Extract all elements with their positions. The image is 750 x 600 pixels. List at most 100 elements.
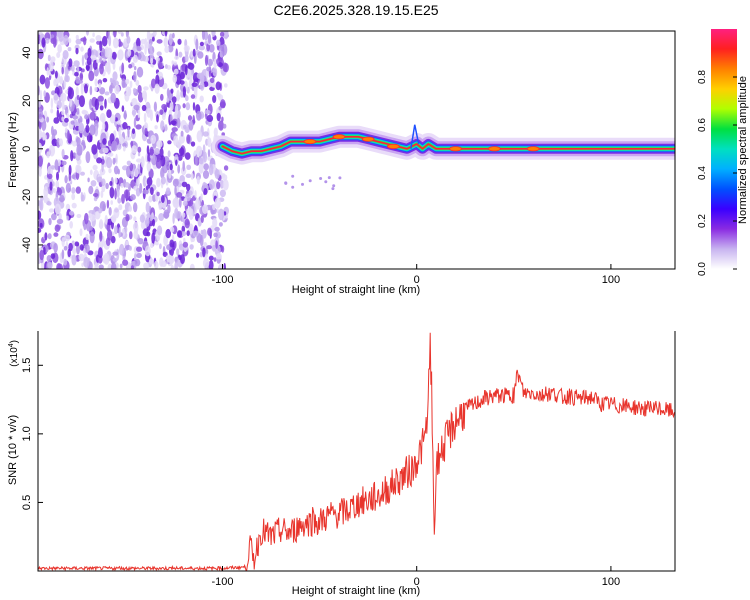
y-tick-label: 40 bbox=[21, 47, 33, 59]
noise-blob bbox=[69, 221, 73, 229]
noise-blob bbox=[149, 242, 154, 249]
noise-blob bbox=[180, 130, 184, 137]
ridge-hotspot bbox=[449, 146, 462, 152]
noise-blob bbox=[146, 161, 151, 172]
noise-blob bbox=[89, 85, 93, 96]
noise-blob bbox=[174, 104, 179, 116]
noise-blob bbox=[173, 61, 178, 66]
scatter-blob bbox=[291, 185, 295, 189]
noise-blob bbox=[51, 213, 57, 221]
noise-blob bbox=[190, 94, 196, 99]
noise-blob bbox=[143, 112, 147, 123]
snr-panel: -100 0 100 0.5 1.0 1.5 Height of straight li… bbox=[7, 331, 676, 597]
noise-blob bbox=[159, 147, 164, 158]
noise-blob bbox=[137, 178, 140, 187]
noise-blob bbox=[199, 41, 204, 47]
noise-blob bbox=[59, 76, 63, 85]
scatter-blob bbox=[338, 176, 342, 180]
noise-blob bbox=[73, 121, 80, 127]
scatter-blob bbox=[324, 180, 328, 184]
noise-blob bbox=[185, 102, 191, 111]
noise-blob bbox=[215, 240, 218, 249]
noise-blob bbox=[177, 164, 181, 174]
noise-blob bbox=[223, 211, 227, 216]
noise-blob bbox=[118, 126, 122, 137]
noise-blob bbox=[111, 216, 117, 223]
noise-blob bbox=[156, 39, 163, 44]
noise-blob bbox=[199, 95, 204, 103]
noise-blob bbox=[116, 188, 120, 198]
noise-blob bbox=[212, 244, 216, 252]
noise-blob bbox=[203, 81, 209, 88]
noise-blob bbox=[104, 121, 109, 132]
noise-blob bbox=[208, 255, 214, 261]
noise-blob bbox=[104, 62, 111, 73]
noise-blob bbox=[75, 34, 79, 40]
noise-blob bbox=[53, 242, 58, 253]
noise-blob bbox=[212, 95, 217, 103]
noise-blob bbox=[137, 152, 141, 157]
noise-blob bbox=[81, 194, 85, 202]
noise-blob bbox=[214, 168, 220, 180]
noise-blob bbox=[50, 108, 54, 114]
noise-blob bbox=[107, 140, 112, 147]
noise-blob bbox=[86, 31, 89, 36]
noise-blob bbox=[148, 195, 153, 203]
noise-blob bbox=[122, 142, 127, 148]
noise-blob bbox=[137, 46, 142, 52]
noise-blob bbox=[171, 127, 178, 132]
ridge-hotspot bbox=[332, 134, 346, 140]
noise-blob bbox=[185, 173, 192, 178]
noise-blob bbox=[214, 197, 221, 209]
noise-blob bbox=[182, 200, 188, 207]
noise-blob bbox=[146, 31, 151, 42]
scatter-blob bbox=[327, 176, 331, 180]
noise-blob bbox=[164, 46, 170, 53]
noise-blob bbox=[79, 228, 83, 237]
noise-blob bbox=[91, 144, 98, 155]
noise-blob bbox=[152, 218, 156, 227]
noise-blob bbox=[45, 37, 50, 44]
noise-blob bbox=[198, 45, 205, 51]
spectrogram-panel: -100 0 100 -40 -20 0 20 40 Height of straight … bbox=[7, 30, 676, 296]
noise-blob bbox=[200, 215, 204, 223]
noise-blob bbox=[88, 70, 95, 82]
noise-blob bbox=[206, 66, 212, 72]
noise-blob bbox=[133, 216, 137, 222]
noise-blob bbox=[56, 171, 59, 181]
noise-blob bbox=[78, 253, 85, 262]
noise-blob bbox=[105, 156, 113, 169]
noise-blob bbox=[80, 46, 84, 52]
scatter-blob bbox=[308, 179, 312, 183]
noise-blob bbox=[58, 213, 62, 221]
noise-blob bbox=[56, 52, 61, 58]
noise-blob bbox=[166, 65, 171, 70]
noise-blob bbox=[136, 37, 141, 48]
noise-blob bbox=[108, 206, 112, 216]
noise-blob bbox=[84, 114, 89, 120]
snr-series-line bbox=[38, 332, 675, 571]
noise-blob bbox=[175, 211, 182, 219]
noise-blob bbox=[196, 110, 202, 121]
noise-blob bbox=[47, 54, 51, 62]
noise-blob bbox=[128, 63, 133, 69]
noise-blob bbox=[85, 124, 90, 133]
noise-blob bbox=[98, 247, 103, 259]
noise-blob bbox=[50, 253, 56, 259]
noise-blob bbox=[103, 253, 110, 265]
spectrogram-marks bbox=[38, 31, 675, 269]
noise-blob bbox=[219, 31, 225, 37]
noise-blob bbox=[125, 135, 132, 141]
noise-blob bbox=[85, 151, 91, 164]
noise-blob bbox=[112, 71, 118, 81]
noise-blob bbox=[98, 101, 103, 106]
noise-blob bbox=[195, 38, 199, 51]
noise-blob bbox=[74, 44, 80, 51]
noise-blob bbox=[137, 109, 141, 119]
noise-blob bbox=[136, 158, 142, 163]
noise-blob bbox=[109, 114, 116, 124]
noise-blob bbox=[156, 114, 159, 123]
noise-blob bbox=[155, 57, 160, 62]
noise-blob bbox=[128, 245, 132, 251]
noise-blob bbox=[166, 88, 170, 98]
